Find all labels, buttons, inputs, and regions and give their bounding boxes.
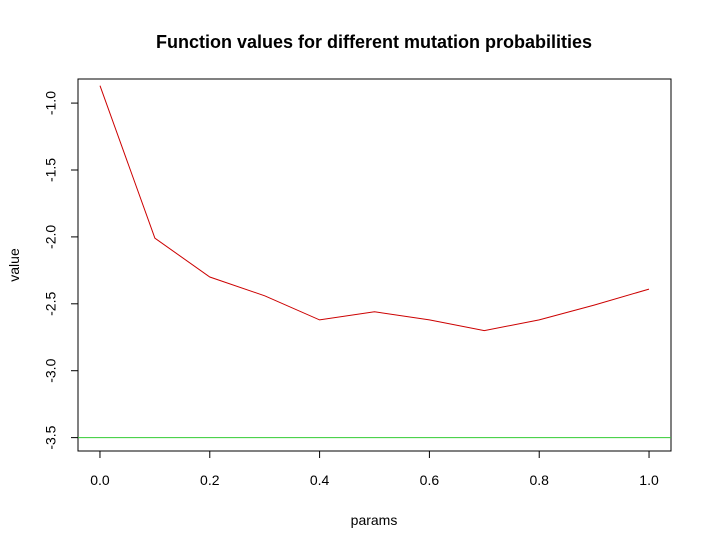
- y-tick-label: -1.0: [43, 91, 59, 115]
- y-tick-label: -2.0: [43, 225, 59, 249]
- y-tick-label: -3.5: [43, 425, 59, 449]
- x-tick-label: 0.4: [310, 472, 330, 488]
- x-axis-label: params: [351, 512, 398, 528]
- plot-box: [77, 78, 672, 452]
- x-tick-label: 0.0: [90, 472, 110, 488]
- y-axis-label: value: [6, 248, 22, 282]
- series-line: [99, 85, 650, 332]
- x-tick-label: 0.8: [529, 472, 549, 488]
- x-tick-label: 0.2: [200, 472, 220, 488]
- y-axis: -1.0 -1.5 -2.0 -2.5 -3.0 -3.5: [43, 91, 79, 450]
- chart-title: Function values for different mutation p…: [156, 32, 592, 52]
- x-tick-label: 1.0: [639, 472, 659, 488]
- x-axis: 0.0 0.2 0.4 0.6 0.8 1.0: [90, 450, 659, 488]
- y-tick-label: -3.0: [43, 358, 59, 382]
- x-tick-label: 0.6: [420, 472, 440, 488]
- series-group: [99, 85, 650, 332]
- y-tick-label: -2.5: [43, 292, 59, 316]
- y-tick-label: -1.5: [43, 158, 59, 182]
